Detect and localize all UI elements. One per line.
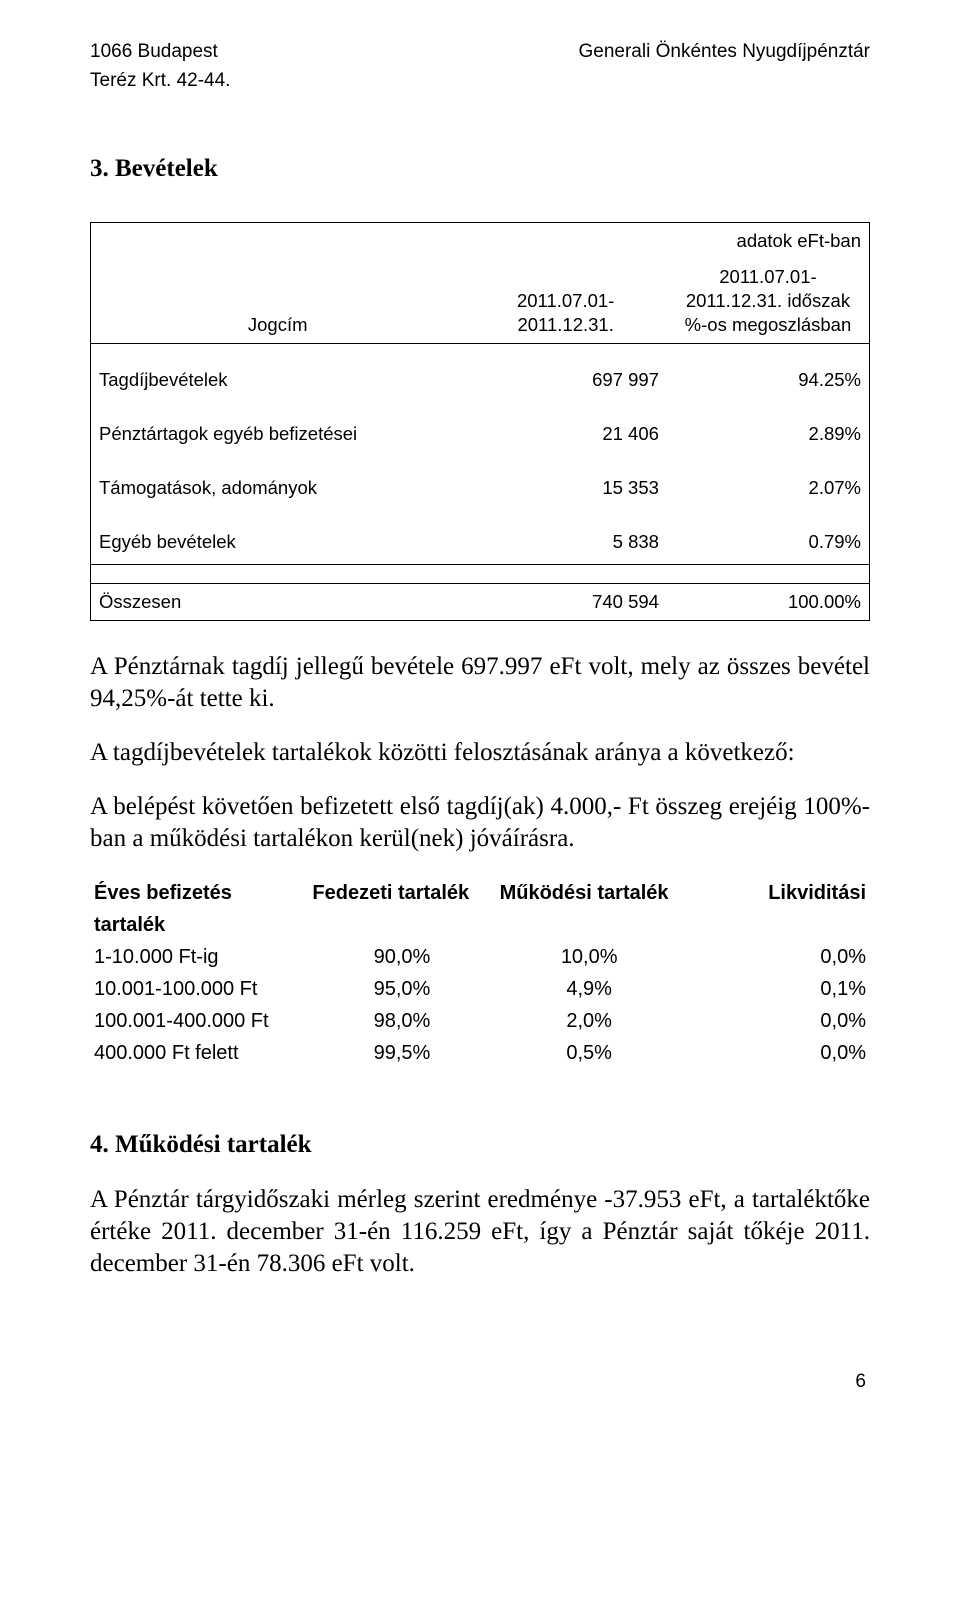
table-row: Tagdíjbevételek 697 997 94.25% bbox=[91, 362, 870, 398]
alloc-row-v3: 0,1% bbox=[683, 973, 870, 1005]
header-org-name: Generali Önkéntes Nyugdíjpénztár bbox=[579, 40, 871, 65]
alloc-header: Fedezeti tartalék bbox=[308, 877, 495, 909]
alloc-row-v1: 99,5% bbox=[308, 1037, 495, 1069]
revenue-total-row: Összesen 740 594 100.00% bbox=[91, 584, 870, 621]
revenue-total-value1: 740 594 bbox=[464, 584, 667, 621]
revenue-row-value1: 21 406 bbox=[464, 416, 667, 452]
revenue-total-label: Összesen bbox=[91, 584, 465, 621]
allocation-table: Éves befizetés Fedezeti tartalék Működés… bbox=[90, 877, 870, 1069]
alloc-header: Likviditási bbox=[683, 877, 870, 909]
revenue-row-value1: 5 838 bbox=[464, 524, 667, 565]
alloc-row-v1: 95,0% bbox=[308, 973, 495, 1005]
revenue-row-value1: 697 997 bbox=[464, 362, 667, 398]
alloc-row-v1: 90,0% bbox=[308, 941, 495, 973]
alloc-row-v3: 0,0% bbox=[683, 1037, 870, 1069]
alloc-row-v1: 98,0% bbox=[308, 1005, 495, 1037]
revenue-row-value2: 2.89% bbox=[667, 416, 870, 452]
revenue-unit-label: adatok eFt-ban bbox=[667, 222, 870, 259]
alloc-row-v2: 4,9% bbox=[496, 973, 683, 1005]
alloc-header-row-1: Éves befizetés Fedezeti tartalék Működés… bbox=[90, 877, 870, 909]
revenue-row-value2: 2.07% bbox=[667, 470, 870, 506]
alloc-row-v2: 0,5% bbox=[496, 1037, 683, 1069]
revenue-total-value2: 100.00% bbox=[667, 584, 870, 621]
table-row: 400.000 Ft felett 99,5% 0,5% 0,0% bbox=[90, 1037, 870, 1069]
table-row: 1-10.000 Ft-ig 90,0% 10,0% 0,0% bbox=[90, 941, 870, 973]
alloc-row-v3: 0,0% bbox=[683, 941, 870, 973]
document-page: 1066 Budapest Generali Önkéntes Nyugdíjp… bbox=[0, 0, 960, 1434]
alloc-header: tartalék bbox=[90, 909, 308, 941]
paragraph: A tagdíjbevételek tartalékok közötti fel… bbox=[90, 737, 870, 769]
revenue-row-label: Tagdíjbevételek bbox=[91, 362, 465, 398]
table-row: 10.001-100.000 Ft 95,0% 4,9% 0,1% bbox=[90, 973, 870, 1005]
alloc-row-label: 400.000 Ft felett bbox=[90, 1037, 308, 1069]
revenue-col-header-period2: 2011.07.01-2011.12.31. időszak %-os mego… bbox=[667, 259, 870, 344]
revenue-row-value1: 15 353 bbox=[464, 470, 667, 506]
revenue-row-label: Támogatások, adományok bbox=[91, 470, 465, 506]
revenue-row-value2: 94.25% bbox=[667, 362, 870, 398]
page-number: 6 bbox=[90, 1370, 870, 1395]
alloc-header: Éves befizetés bbox=[90, 877, 308, 909]
table-row: Pénztártagok egyéb befizetései 21 406 2.… bbox=[91, 416, 870, 452]
page-header-row: 1066 Budapest Generali Önkéntes Nyugdíjp… bbox=[90, 40, 870, 65]
section-title-operating-reserve: 4. Működési tartalék bbox=[90, 1129, 870, 1162]
revenue-row-label: Egyéb bevételek bbox=[91, 524, 465, 565]
header-address-line1: 1066 Budapest bbox=[90, 40, 218, 65]
revenue-row-label: Pénztártagok egyéb befizetései bbox=[91, 416, 465, 452]
revenue-col-header-jogcim: Jogcím bbox=[91, 259, 465, 344]
header-address-line2: Teréz Krt. 42-44. bbox=[90, 69, 870, 94]
revenue-table: adatok eFt-ban Jogcím 2011.07.01-2011.12… bbox=[90, 222, 870, 621]
alloc-row-label: 100.001-400.000 Ft bbox=[90, 1005, 308, 1037]
alloc-row-v2: 10,0% bbox=[496, 941, 683, 973]
table-row: 100.001-400.000 Ft 98,0% 2,0% 0,0% bbox=[90, 1005, 870, 1037]
alloc-row-label: 1-10.000 Ft-ig bbox=[90, 941, 308, 973]
alloc-row-v3: 0,0% bbox=[683, 1005, 870, 1037]
section-title-revenues: 3. Bevételek bbox=[90, 153, 870, 186]
table-row: Egyéb bevételek 5 838 0.79% bbox=[91, 524, 870, 565]
table-row: Támogatások, adományok 15 353 2.07% bbox=[91, 470, 870, 506]
revenue-row-value2: 0.79% bbox=[667, 524, 870, 565]
alloc-header-row-2: tartalék bbox=[90, 909, 870, 941]
revenue-col-header-period1: 2011.07.01-2011.12.31. bbox=[464, 259, 667, 344]
alloc-row-label: 10.001-100.000 Ft bbox=[90, 973, 308, 1005]
paragraph: A belépést követően befizetett első tagd… bbox=[90, 791, 870, 855]
alloc-row-v2: 2,0% bbox=[496, 1005, 683, 1037]
paragraph: A Pénztár tárgyidőszaki mérleg szerint e… bbox=[90, 1184, 870, 1280]
alloc-header: Működési tartalék bbox=[496, 877, 683, 909]
paragraph: A Pénztárnak tagdíj jellegű bevétele 697… bbox=[90, 651, 870, 715]
